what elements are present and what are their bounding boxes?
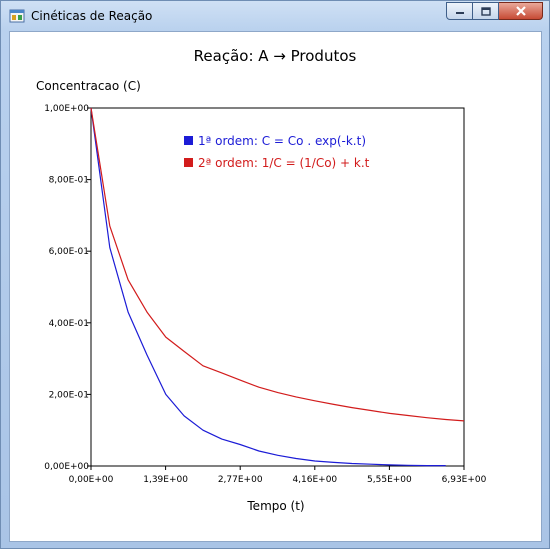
close-button[interactable] bbox=[499, 2, 543, 20]
y-tick-label: 6,00E-01 bbox=[49, 247, 89, 257]
chart-title: Reação: A → Produtos bbox=[194, 47, 357, 65]
chart-area: Reação: A → Produtos Concentracao (C) Te… bbox=[9, 31, 542, 542]
y-tick-label: 4,00E-01 bbox=[49, 319, 89, 329]
y-axis-label: Concentracao (C) bbox=[36, 79, 141, 93]
close-icon bbox=[515, 6, 526, 16]
app-icon bbox=[9, 9, 25, 23]
legend-label-second-order: 2ª ordem: 1/C = (1/Co) + k.t bbox=[198, 156, 370, 170]
maximize-button[interactable] bbox=[473, 2, 499, 20]
x-tick-label: 4,16E+00 bbox=[292, 475, 337, 485]
y-tick-label: 2,00E-01 bbox=[49, 390, 89, 400]
legend-swatch-first-order bbox=[184, 136, 193, 145]
axes: 0,00E+00 1,39E+00 2,77E+00 4,16E+00 5,55E+00… bbox=[44, 104, 486, 485]
y-tick-label: 1,00E+00 bbox=[44, 104, 89, 114]
minimize-icon bbox=[455, 12, 464, 14]
legend-swatch-second-order bbox=[184, 158, 193, 167]
y-tick-label: 8,00E-01 bbox=[49, 176, 89, 186]
maximize-icon bbox=[480, 6, 491, 16]
x-tick-label: 0,00E+00 bbox=[69, 475, 114, 485]
x-tick-label: 5,55E+00 bbox=[367, 475, 412, 485]
legend: 1ª ordem: C = Co . exp(-k.t) 2ª ordem: 1… bbox=[184, 134, 370, 170]
legend-label-first-order: 1ª ordem: C = Co . exp(-k.t) bbox=[198, 134, 366, 148]
reaction-chart: Reação: A → Produtos Concentracao (C) Te… bbox=[36, 47, 487, 513]
x-tick-label: 6,93E+00 bbox=[442, 475, 487, 485]
series-first-order-line bbox=[90, 107, 446, 467]
title-bar[interactable]: Cinéticas de Reação bbox=[1, 1, 549, 31]
caption-buttons bbox=[446, 2, 543, 22]
series-second-order-line bbox=[90, 107, 465, 422]
minimize-button[interactable] bbox=[446, 2, 473, 20]
x-axis-label: Tempo (t) bbox=[246, 499, 304, 513]
window-title: Cinéticas de Reação bbox=[31, 9, 153, 23]
x-tick-label: 1,39E+00 bbox=[143, 475, 188, 485]
x-tick-label: 2,77E+00 bbox=[218, 475, 263, 485]
y-tick-label: 0,00E+00 bbox=[44, 462, 89, 472]
series-layer bbox=[90, 107, 465, 467]
plot-frame bbox=[90, 107, 465, 467]
